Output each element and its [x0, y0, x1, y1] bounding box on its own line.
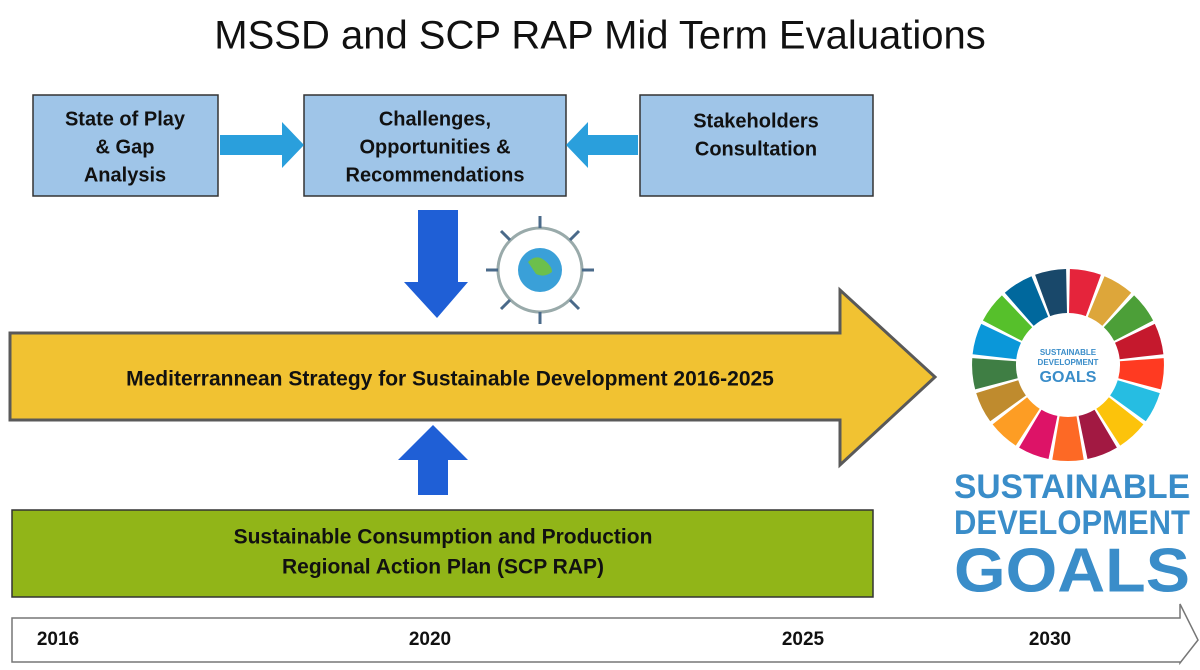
title: MSSD and SCP RAP Mid Term Evaluations	[214, 14, 985, 58]
year-label: 2020	[409, 629, 451, 650]
box-text: Consultation	[695, 138, 817, 160]
wheel-text: DEVELOPMENT	[1038, 358, 1099, 367]
timeline-arrow	[12, 604, 1198, 663]
year-label: 2016	[37, 629, 79, 650]
strategy-label: Mediterrannean Strategy for Sustainable …	[126, 368, 774, 391]
slide: MSSD and SCP RAP Mid Term Evaluations St…	[0, 0, 1200, 665]
year-label: 2030	[1029, 629, 1071, 650]
box-text: & Gap	[96, 136, 155, 158]
sdg-logo-text: SUSTAINABLE	[954, 468, 1190, 506]
arrow-up	[398, 425, 468, 495]
box-text: Stakeholders	[693, 110, 819, 132]
box-text: Opportunities &	[359, 136, 510, 158]
virus-icon	[486, 216, 594, 324]
action-plan-box	[12, 510, 873, 597]
sdg-logo-text: GOALS	[954, 536, 1190, 605]
wheel-text: GOALS	[1040, 369, 1097, 386]
action-plan-text: Sustainable Consumption and Production	[234, 526, 653, 549]
page: MSSD and SCP RAP Mid Term Evaluations St…	[0, 0, 1200, 665]
wheel-segment	[1052, 416, 1083, 461]
box-text: Challenges,	[379, 108, 491, 130]
input-boxes: State of Play & Gap Analysis Challenges,…	[33, 95, 873, 196]
box-text: Analysis	[84, 164, 166, 186]
box-text: State of Play	[65, 108, 186, 130]
wheel-text: SUSTAINABLE	[1040, 348, 1097, 357]
arrow-left	[566, 122, 638, 168]
box-text: Recommendations	[346, 164, 525, 186]
action-plan-text: Regional Action Plan (SCP RAP)	[282, 556, 604, 579]
arrow-down	[404, 210, 468, 318]
arrow-right	[220, 122, 304, 168]
year-label: 2025	[782, 629, 825, 650]
